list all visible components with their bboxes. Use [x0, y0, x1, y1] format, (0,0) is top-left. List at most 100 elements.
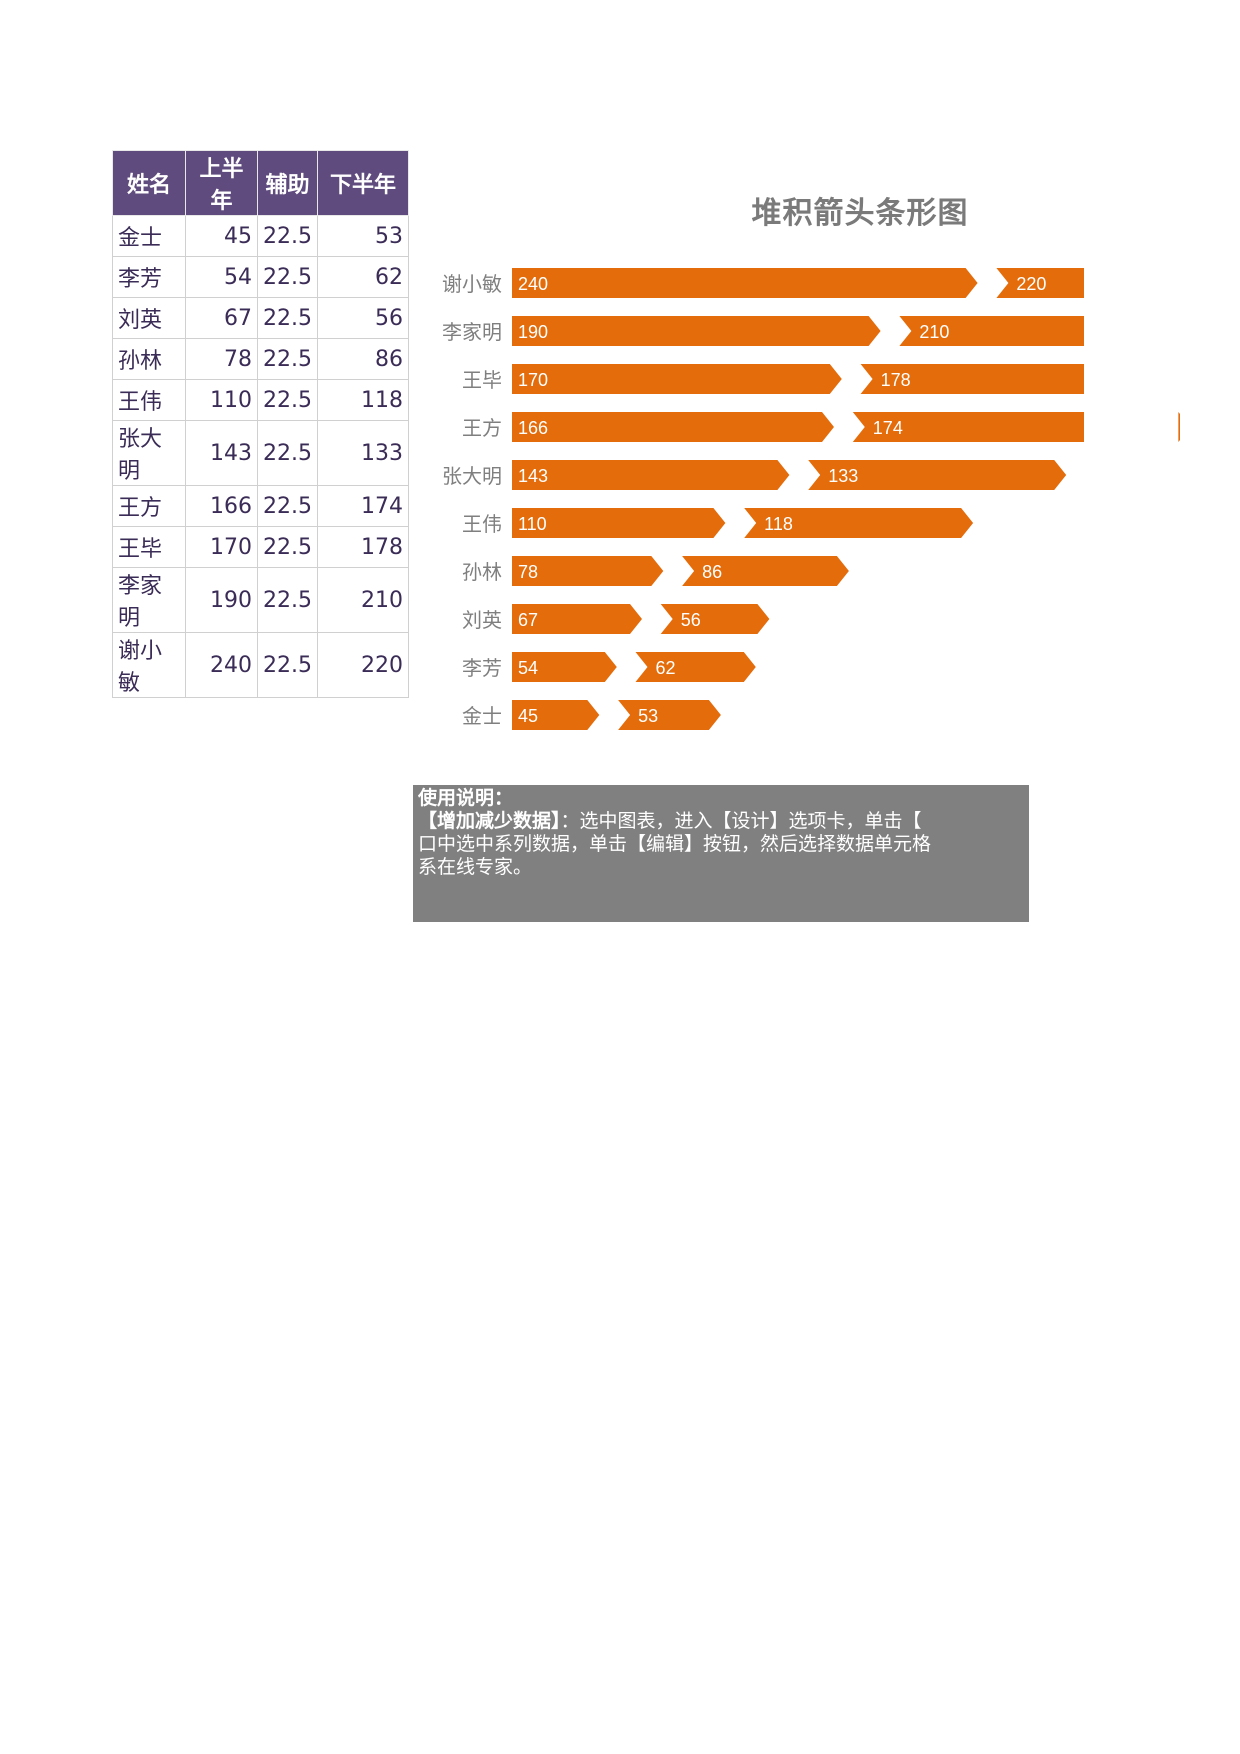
bar-first-half	[512, 604, 642, 634]
table-cell-second-half: 210	[317, 567, 409, 633]
bar-first-half	[512, 556, 664, 586]
header-second-half: 下半年	[317, 150, 409, 216]
header-auxiliary: 辅助	[257, 150, 318, 216]
category-label: 王毕	[462, 368, 502, 392]
data-label-first-half: 190	[518, 322, 548, 342]
table-cell-first-half: 78	[185, 338, 258, 380]
notes-line-1-text: ：选中图表，进入【设计】选项卡，单击【	[560, 810, 922, 832]
table-cell-first-half: 170	[185, 526, 258, 568]
data-label-first-half: 45	[518, 706, 538, 726]
table-cell-first-half: 143	[185, 420, 258, 486]
table-cell-second-half: 174	[317, 485, 409, 527]
data-label-second-half: 118	[764, 514, 793, 534]
data-label-first-half: 110	[518, 514, 547, 534]
notes-line-2: 口中选中系列数据，单击【编辑】按钮，然后选择数据单元格	[418, 833, 932, 855]
bar-second-half	[618, 700, 721, 730]
category-label: 谢小敏	[442, 272, 502, 296]
table-cell-auxiliary: 22.5	[257, 420, 318, 486]
table-cell-name: 王方	[112, 485, 186, 527]
category-label: 王伟	[462, 512, 502, 536]
table-row: 王毕 170 22.5 178	[112, 526, 409, 568]
table-cell-name: 刘英	[112, 297, 186, 339]
table-row: 李家明 190 22.5 210	[112, 567, 409, 633]
table-cell-first-half: 67	[185, 297, 258, 339]
table-row: 刘英 67 22.5 56	[112, 297, 409, 339]
notes-line-3: 系在线专家。	[418, 856, 533, 878]
table-cell-second-half: 118	[317, 379, 409, 421]
usage-notes: 使用说明： 【增加减少数据】：选中图表，进入【设计】选项卡，单击【 口中选中系列…	[413, 785, 1029, 922]
table-cell-second-half: 53	[317, 215, 409, 257]
table-cell-name: 李芳	[112, 256, 186, 298]
table-cell-auxiliary: 22.5	[257, 215, 318, 257]
table-row: 谢小敏 240 22.5 220	[112, 632, 409, 698]
table-header-row: 姓名 上半年 辅助 下半年	[112, 150, 409, 216]
data-label-first-half: 78	[518, 562, 538, 582]
table-cell-name: 李家明	[112, 567, 186, 633]
data-label-second-half: 62	[656, 658, 676, 678]
table-cell-first-half: 54	[185, 256, 258, 298]
data-label-second-half: 86	[702, 562, 722, 582]
table-cell-auxiliary: 22.5	[257, 567, 318, 633]
header-first-half: 上半年	[185, 150, 258, 216]
stacked-arrow-bar-chart: 谢小敏 240 220 李家明 190 210 王毕 170 178 王方 166 174 张大明 143…	[442, 268, 1180, 730]
bar-second-half	[899, 316, 1084, 346]
data-label-second-half: 220	[1016, 274, 1046, 294]
table-cell-name: 王伟	[112, 379, 186, 421]
table-cell-second-half: 220	[317, 632, 409, 698]
data-label-second-half: 133	[828, 466, 858, 486]
table-cell-auxiliary: 22.5	[257, 379, 318, 421]
table-cell-name: 王毕	[112, 526, 186, 568]
bar-overflow-tip	[1178, 412, 1180, 442]
bar-second-half	[808, 460, 1067, 490]
data-label-second-half: 210	[919, 322, 949, 342]
table-cell-second-half: 86	[317, 338, 409, 380]
category-label: 王方	[462, 416, 502, 440]
data-label-first-half: 67	[518, 610, 538, 630]
table-cell-first-half: 45	[185, 215, 258, 257]
bar-first-half	[512, 412, 834, 442]
table-cell-name: 孙林	[112, 338, 186, 380]
chart-title: 堆积箭头条形图	[751, 196, 969, 231]
table-cell-second-half: 62	[317, 256, 409, 298]
table-cell-auxiliary: 22.5	[257, 297, 318, 339]
category-label: 孙林	[462, 560, 502, 584]
labels-group: 谢小敏 240 220 李家明 190 210 王毕 170 178 王方 166 174 张大明 143…	[442, 272, 1046, 728]
table-row: 李芳 54 22.5 62	[112, 256, 409, 298]
notes-keyword: 【增加减少数据】	[418, 810, 561, 832]
data-table: 姓名 上半年 辅助 下半年 金士 45 22.5 53 李芳 54 22.5 62 刘英 67 22…	[112, 150, 409, 698]
table-cell-auxiliary: 22.5	[257, 256, 318, 298]
table-cell-auxiliary: 22.5	[257, 632, 318, 698]
bar-second-half	[635, 652, 756, 682]
data-label-second-half: 178	[881, 370, 911, 390]
table-cell-second-half: 178	[317, 526, 409, 568]
table-row: 孙林 78 22.5 86	[112, 338, 409, 380]
data-label-second-half: 53	[638, 706, 658, 726]
data-label-first-half: 240	[518, 274, 548, 294]
table-cell-auxiliary: 22.5	[257, 338, 318, 380]
bar-second-half	[744, 508, 974, 538]
bars-group	[512, 268, 1084, 730]
table-cell-auxiliary: 22.5	[257, 485, 318, 527]
bar-first-half	[512, 364, 842, 394]
header-name: 姓名	[112, 150, 186, 216]
bar-second-half	[996, 268, 1084, 298]
table-cell-auxiliary: 22.5	[257, 526, 318, 568]
notes-line-1: 【增加减少数据】：选中图表，进入【设计】选项卡，单击【	[418, 810, 1024, 833]
table-cell-name: 张大明	[112, 420, 186, 486]
table-row: 王伟 110 22.5 118	[112, 379, 409, 421]
category-label: 李家明	[442, 320, 502, 344]
bar-first-half	[512, 508, 726, 538]
bar-first-half	[512, 460, 790, 490]
table-cell-first-half: 110	[185, 379, 258, 421]
data-label-first-half: 54	[518, 658, 538, 678]
bar-first-half	[512, 268, 978, 298]
bar-first-half	[512, 700, 600, 730]
table-cell-name: 谢小敏	[112, 632, 186, 698]
overflow-group	[1178, 412, 1180, 442]
table-row: 张大明 143 22.5 133	[112, 420, 409, 486]
category-label: 李芳	[462, 656, 502, 680]
table-cell-first-half: 240	[185, 632, 258, 698]
bar-second-half	[852, 412, 1084, 442]
bar-second-half	[682, 556, 849, 586]
data-label-second-half: 56	[681, 610, 701, 630]
